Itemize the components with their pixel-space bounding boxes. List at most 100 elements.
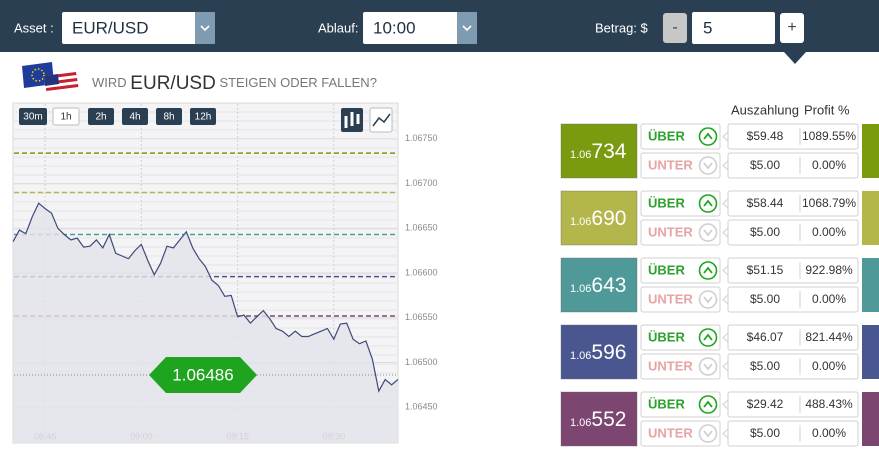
chart: 1.06450 1.06500 1.06550 1.06600 1.06650 1.067… — [12, 104, 438, 443]
amount-value: 5 — [703, 18, 712, 37]
direction-icon — [698, 127, 718, 146]
amount-input[interactable] — [692, 12, 775, 44]
direction-icon — [698, 261, 718, 280]
current-price-label: 1.06486 — [172, 365, 233, 384]
side-tab — [862, 325, 879, 379]
strike-tile — [560, 257, 638, 313]
direction-chevron — [703, 430, 713, 438]
direction-label: UNTER — [648, 425, 693, 440]
call-button[interactable] — [640, 324, 721, 351]
minus-button[interactable] — [663, 13, 687, 43]
payout-pointer — [722, 159, 729, 172]
direction-chevron — [703, 333, 713, 341]
call-button[interactable] — [640, 391, 721, 418]
timeframe-button[interactable] — [122, 108, 148, 125]
y-tick-label: 1.06700 — [405, 178, 438, 188]
strike-price: 1.06643 — [570, 274, 626, 297]
payout-value: $46.07 — [747, 330, 784, 344]
direction-icon — [698, 290, 718, 309]
timeframe-button[interactable] — [19, 108, 47, 125]
payout-value: $59.48 — [747, 129, 784, 143]
asset-select-arrow[interactable] — [195, 12, 215, 44]
current-price-badge — [149, 357, 257, 393]
profit-value: 0.00% — [812, 158, 846, 172]
payout-pointer — [722, 427, 729, 440]
direction-label: UNTER — [648, 291, 693, 306]
profit-value: 0.00% — [812, 426, 846, 440]
payout-value: $5.00 — [750, 225, 780, 239]
direction-chevron — [703, 132, 713, 140]
call-button[interactable] — [640, 190, 721, 217]
expiry-select[interactable] — [363, 12, 477, 44]
payout-value: $5.00 — [750, 426, 780, 440]
timeframe-button[interactable] — [88, 108, 114, 125]
strike-digits: 596 — [591, 341, 626, 364]
flag-icon — [22, 62, 79, 98]
question: WIRD EUR/USD STEIGEN ODER FALLEN? — [92, 73, 377, 94]
direction-label: UNTER — [648, 157, 693, 172]
y-tick-label: 1.06600 — [405, 267, 438, 277]
direction-icon — [698, 424, 718, 443]
notch — [784, 52, 806, 64]
expiry-value: 10:00 — [373, 18, 416, 37]
payout-pointer — [722, 226, 729, 239]
put-button[interactable] — [640, 353, 721, 380]
asset-select[interactable] — [62, 12, 215, 44]
timeframe-button[interactable] — [156, 108, 182, 125]
payout-value: $58.44 — [747, 196, 784, 210]
timeframe-label: 1h — [60, 112, 71, 123]
direction-icon — [698, 156, 718, 175]
call-button[interactable] — [640, 123, 721, 150]
timeframe-button[interactable] — [190, 108, 216, 125]
profit-value: 922.98% — [805, 263, 853, 277]
payout-value: $5.00 — [750, 359, 780, 373]
timeframe-label: 12h — [195, 112, 212, 123]
put-button[interactable] — [640, 219, 721, 246]
expiry-label: Ablauf: — [318, 20, 358, 35]
y-tick-label: 1.06550 — [405, 312, 438, 322]
profit-value: 1068.79% — [802, 196, 856, 210]
strike-digits: 690 — [591, 207, 626, 230]
payout-value: $5.00 — [750, 292, 780, 306]
direction-icon — [698, 223, 718, 242]
side-tab — [862, 258, 879, 312]
strike-prefix: 1.06 — [570, 283, 591, 295]
timeframe-label: 30m — [23, 112, 42, 123]
payout-pointer — [722, 331, 729, 344]
put-button[interactable] — [640, 152, 721, 179]
amount-label: Betrag: $ — [595, 20, 649, 35]
question-asset: EUR/USD — [130, 73, 216, 94]
expiry-select-arrow[interactable] — [457, 12, 477, 44]
direction-chevron — [703, 296, 713, 304]
strike-price: 1.06552 — [570, 408, 626, 431]
timeframe-label: 2h — [95, 112, 106, 123]
direction-chevron — [703, 363, 713, 371]
strike-tile — [560, 391, 638, 447]
side-tab — [862, 191, 879, 245]
side-tab — [862, 124, 879, 178]
plus-text: + — [787, 19, 796, 36]
direction-label: UNTER — [648, 224, 693, 239]
timeframe-button[interactable] — [52, 107, 80, 126]
call-button[interactable] — [640, 257, 721, 284]
strike-price: 1.06734 — [570, 140, 627, 163]
payout-pointer — [722, 360, 729, 373]
direction-chevron — [703, 229, 713, 237]
put-button[interactable] — [640, 420, 721, 447]
strike-prefix: 1.06 — [570, 216, 591, 228]
y-tick-label: 1.06450 — [405, 402, 438, 412]
strike-digits: 734 — [591, 140, 626, 163]
strike-price: 1.06690 — [570, 207, 626, 230]
y-tick-label: 1.06500 — [405, 357, 438, 367]
timeframe-label: 8h — [163, 112, 174, 123]
strike-digits: 552 — [591, 408, 626, 431]
direction-chevron — [703, 199, 713, 207]
put-button[interactable] — [640, 286, 721, 313]
payout-value: $5.00 — [750, 158, 780, 172]
payout-pointer — [722, 264, 729, 277]
plus-button[interactable] — [780, 13, 804, 43]
direction-label: UNTER — [648, 358, 693, 373]
strike-tile — [560, 123, 638, 179]
